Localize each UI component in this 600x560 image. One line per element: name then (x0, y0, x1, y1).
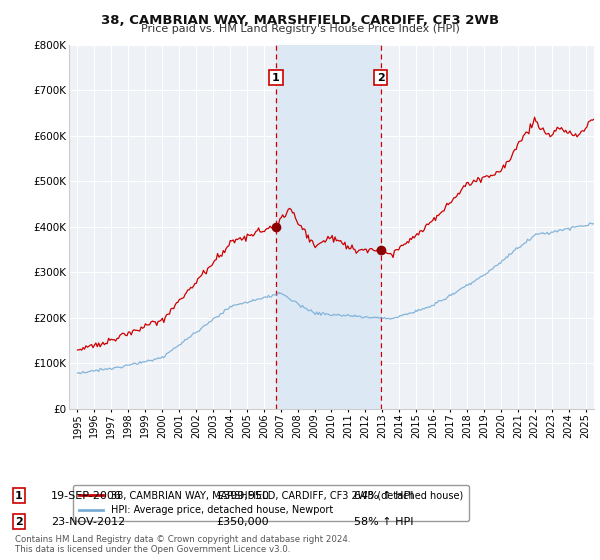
Text: 2: 2 (15, 517, 23, 527)
Text: 1: 1 (272, 73, 280, 82)
Text: 19-SEP-2006: 19-SEP-2006 (51, 491, 122, 501)
Text: £350,000: £350,000 (216, 517, 269, 527)
Text: 1: 1 (15, 491, 23, 501)
Text: 38, CAMBRIAN WAY, MARSHFIELD, CARDIFF, CF3 2WB: 38, CAMBRIAN WAY, MARSHFIELD, CARDIFF, C… (101, 14, 499, 27)
Text: 23-NOV-2012: 23-NOV-2012 (51, 517, 125, 527)
Text: 64% ↑ HPI: 64% ↑ HPI (354, 491, 413, 501)
Bar (276, 45, 380, 409)
Text: Contains HM Land Registry data © Crown copyright and database right 2024.: Contains HM Land Registry data © Crown c… (15, 535, 350, 544)
Legend: 38, CAMBRIAN WAY, MARSHFIELD, CARDIFF, CF3 2WB (detached house), HPI: Average pr: 38, CAMBRIAN WAY, MARSHFIELD, CARDIFF, C… (73, 484, 469, 521)
Text: This data is licensed under the Open Government Licence v3.0.: This data is licensed under the Open Gov… (15, 545, 290, 554)
Text: Price paid vs. HM Land Registry's House Price Index (HPI): Price paid vs. HM Land Registry's House … (140, 24, 460, 34)
Text: 58% ↑ HPI: 58% ↑ HPI (354, 517, 413, 527)
Text: 2: 2 (377, 73, 385, 82)
Text: £399,950: £399,950 (216, 491, 269, 501)
